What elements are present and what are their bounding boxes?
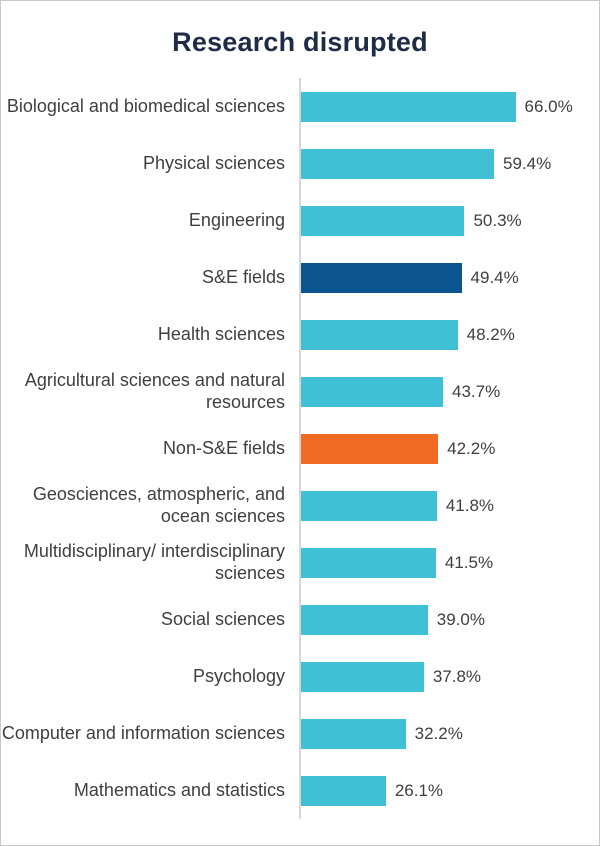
category-label: Multidisciplinary/ interdisciplinary sci… [23, 540, 285, 583]
value-label: 41.5% [444, 552, 494, 572]
bar [301, 490, 437, 521]
chart-row: Geosciences, atmospheric, and ocean scie… [1, 477, 599, 534]
value-label: 37.8% [432, 666, 482, 686]
bar-area: 48.2% [299, 306, 599, 363]
bar [301, 205, 465, 236]
bar [301, 547, 436, 578]
bar-area: 42.2% [299, 420, 599, 477]
bar-area: 32.2% [299, 705, 599, 762]
chart-row: Engineering 50.3% [1, 192, 599, 249]
bar-area: 41.5% [299, 534, 599, 591]
chart-row: Psychology 37.8% [1, 648, 599, 705]
chart-row: Non-S&E fields 42.2% [1, 420, 599, 477]
bar-area: 50.3% [299, 192, 599, 249]
category-label: Geosciences, atmospheric, and ocean scie… [32, 483, 285, 526]
bar [301, 262, 462, 293]
bar [301, 376, 444, 407]
category-label: Social sciences [160, 608, 285, 629]
chart-row: Health sciences 48.2% [1, 306, 599, 363]
bar [301, 319, 458, 350]
chart-row: Biological and biomedical sciences 66.0% [1, 78, 599, 135]
chart-row: Computer and information sciences 32.2% [1, 705, 599, 762]
category-label: Engineering [188, 209, 285, 230]
chart-rows: Biological and biomedical sciences 66.0%… [1, 78, 599, 819]
bar-area: 41.8% [299, 477, 599, 534]
category-label: Computer and information sciences [1, 722, 285, 743]
category-label: Psychology [192, 665, 285, 686]
category-label: Mathematics and statistics [73, 779, 285, 800]
chart-row: Social sciences 39.0% [1, 591, 599, 648]
category-label: S&E fields [201, 266, 285, 287]
value-label: 59.4% [503, 153, 552, 173]
bar [301, 91, 516, 122]
bar-area: 37.8% [299, 648, 599, 705]
chart-row: Mathematics and statistics 26.1% [1, 762, 599, 819]
chart-row: S&E fields 49.4% [1, 249, 599, 306]
value-label: 66.0% [524, 96, 573, 116]
category-label: Biological and biomedical sciences [6, 95, 285, 116]
bar [301, 775, 386, 806]
bar [301, 604, 428, 635]
bar [301, 148, 495, 179]
chart-row: Multidisciplinary/ interdisciplinary sci… [1, 534, 599, 591]
bar-area: 66.0% [299, 78, 599, 135]
chart-row: Physical sciences 59.4% [1, 135, 599, 192]
bar-area: 43.7% [299, 363, 599, 420]
bar-area: 26.1% [299, 762, 599, 819]
value-label: 41.8% [445, 495, 495, 515]
value-label: 49.4% [470, 267, 519, 287]
chart-title: Research disrupted [172, 27, 428, 57]
value-label: 43.7% [452, 381, 501, 401]
value-label: 42.2% [447, 438, 496, 458]
bar-area: 39.0% [299, 591, 599, 648]
bar-area: 49.4% [299, 249, 599, 306]
category-label: Physical sciences [142, 152, 285, 173]
bar [301, 433, 439, 464]
value-label: 26.1% [394, 780, 444, 800]
bar [301, 661, 424, 692]
value-label: 48.2% [466, 324, 515, 344]
category-label: Non-S&E fields [162, 437, 285, 458]
bar [301, 718, 406, 749]
category-label: Agricultural sciences and natural resour… [24, 369, 285, 412]
bar-area: 59.4% [299, 135, 599, 192]
value-label: 39.0% [436, 609, 485, 629]
category-label: Health sciences [157, 323, 285, 344]
chart-row: Agricultural sciences and natural resour… [1, 363, 599, 420]
value-label: 50.3% [473, 210, 522, 230]
value-label: 32.2% [414, 723, 463, 743]
